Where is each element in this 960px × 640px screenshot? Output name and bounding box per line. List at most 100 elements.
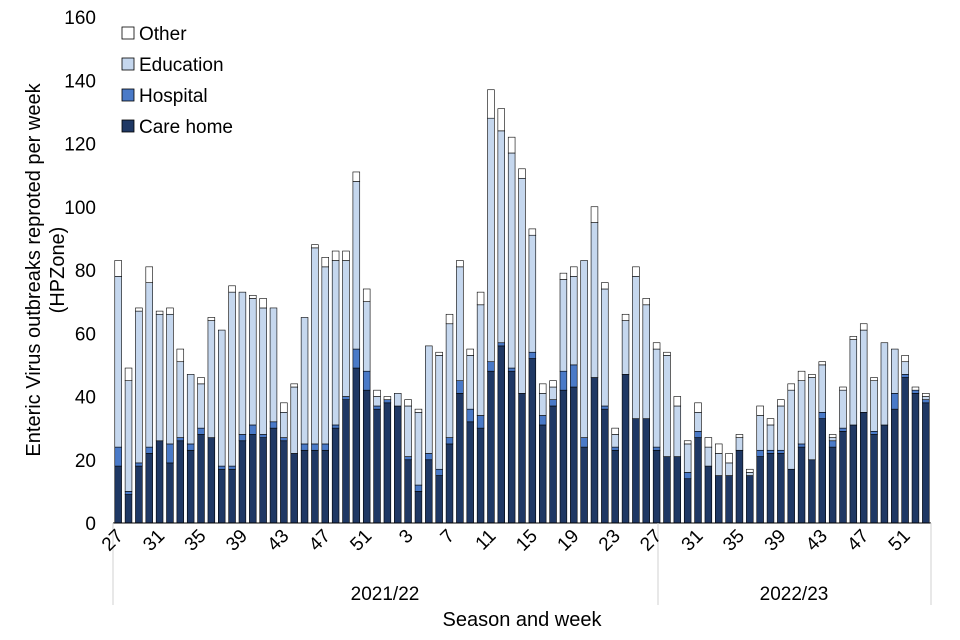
bar-segment-care-home	[746, 475, 754, 524]
bar-segment-care-home	[601, 408, 609, 524]
bar-segment-other	[766, 418, 775, 426]
bar-segment-education	[435, 355, 443, 470]
bar-segment-other	[497, 108, 505, 132]
bar-segment-other	[476, 291, 485, 306]
x-tick-label: 19	[554, 526, 584, 556]
bar-segment-education	[269, 307, 278, 423]
bar-segment-other	[259, 298, 267, 309]
y-tick-label: 100	[64, 198, 96, 219]
bar-segment-education	[746, 472, 754, 476]
bar-segment-education	[839, 389, 847, 429]
bar-segment-education	[280, 412, 288, 438]
bar-segment-education	[652, 348, 661, 448]
bar-segment-other	[683, 440, 692, 445]
bar-segment-care-home	[787, 468, 795, 524]
x-tick-label: 23	[595, 526, 625, 556]
bar-stack	[922, 393, 930, 524]
x-axis-title: Season and week	[442, 609, 602, 631]
bar-segment-other	[859, 323, 868, 331]
bar-segment-care-home	[870, 434, 878, 524]
bar-segment-education	[870, 380, 878, 432]
bar-segment-hospital	[404, 456, 412, 461]
bar-segment-education	[466, 355, 474, 410]
bar-segment-education	[176, 361, 185, 438]
bar-segment-education	[735, 437, 744, 451]
bar-segment-hospital	[652, 446, 661, 451]
bar-segment-hospital	[570, 364, 578, 388]
bar-segment-hospital	[135, 462, 143, 467]
bar-segment-education	[228, 291, 236, 467]
bar-segment-hospital	[228, 465, 236, 470]
bar-segment-hospital	[321, 443, 329, 451]
bar-stack	[114, 260, 122, 524]
bar-segment-hospital	[218, 465, 226, 470]
x-tick-label: 15	[512, 526, 542, 556]
bar-stack	[166, 307, 174, 524]
bar-segment-other	[870, 377, 878, 381]
y-tick-label: 120	[64, 135, 96, 156]
bar-segment-care-home	[559, 389, 568, 524]
bar-stack	[725, 453, 733, 524]
bar-segment-other	[311, 244, 319, 249]
bar-segment-other	[280, 402, 288, 413]
legend-swatch	[121, 119, 135, 133]
bar-segment-other	[197, 377, 205, 385]
bar-segment-care-home	[394, 405, 402, 524]
bar-segment-other	[601, 282, 609, 290]
bar-segment-education	[497, 130, 505, 344]
bar-segment-care-home	[715, 475, 723, 524]
bar-segment-education	[456, 266, 464, 381]
bar-segment-education	[342, 260, 350, 397]
bar-segment-education	[766, 424, 775, 451]
bar-segment-care-home	[507, 370, 516, 524]
bar-stack	[207, 317, 216, 524]
bar-segment-other	[135, 307, 143, 312]
bar-segment-care-home	[197, 434, 205, 524]
bar-stack	[197, 377, 205, 524]
bar-segment-education	[725, 462, 733, 476]
bar-stack	[124, 367, 133, 524]
x-tick-label: 39	[761, 526, 791, 556]
bar-segment-hospital	[331, 424, 340, 429]
bar-stack	[238, 291, 247, 524]
y-axis-title: Enteric Virus outbreaks reproted per wee…	[23, 82, 69, 456]
bar-segment-care-home	[632, 418, 640, 524]
bar-segment-care-home	[818, 418, 826, 524]
bar-segment-hospital	[342, 396, 350, 400]
bar-stack	[352, 171, 361, 524]
bar-segment-other	[518, 168, 526, 179]
bar-segment-care-home	[166, 462, 174, 524]
season-label-2022-23: 2022/23	[760, 584, 829, 605]
bar-segment-hospital	[766, 449, 775, 454]
bar-segment-education	[621, 320, 630, 375]
bar-stack	[849, 336, 858, 524]
bar-segment-education	[756, 415, 764, 451]
legend-label: Care home	[139, 117, 233, 138]
bar-segment-care-home	[839, 430, 847, 524]
bar-segment-other	[922, 393, 930, 397]
bar-segment-hospital	[487, 361, 495, 372]
bar-segment-hospital	[601, 405, 609, 410]
bar-segment-other	[611, 427, 619, 435]
bar-stack	[632, 266, 640, 524]
bar-segment-education	[135, 310, 143, 464]
bar-stack	[135, 307, 143, 524]
bar-segment-hospital	[166, 443, 174, 464]
bar-segment-other	[694, 402, 702, 413]
bar-segment-hospital	[383, 399, 392, 404]
x-tick-label: 27	[636, 526, 666, 556]
x-tick-label: 35	[181, 526, 211, 556]
bar-segment-care-home	[176, 440, 185, 524]
bar-segment-education	[352, 181, 361, 350]
bar-stack	[621, 313, 630, 524]
bar-segment-hospital	[497, 342, 505, 347]
bar-segment-hospital	[456, 380, 464, 394]
x-tick-label: 27	[98, 526, 128, 556]
bar-segment-care-home	[280, 440, 288, 524]
bar-stack	[559, 272, 568, 524]
bar-stack	[766, 418, 775, 524]
bar-segment-care-home	[425, 459, 433, 524]
bar-stack	[176, 348, 185, 524]
x-tick-label: 11	[472, 526, 501, 555]
